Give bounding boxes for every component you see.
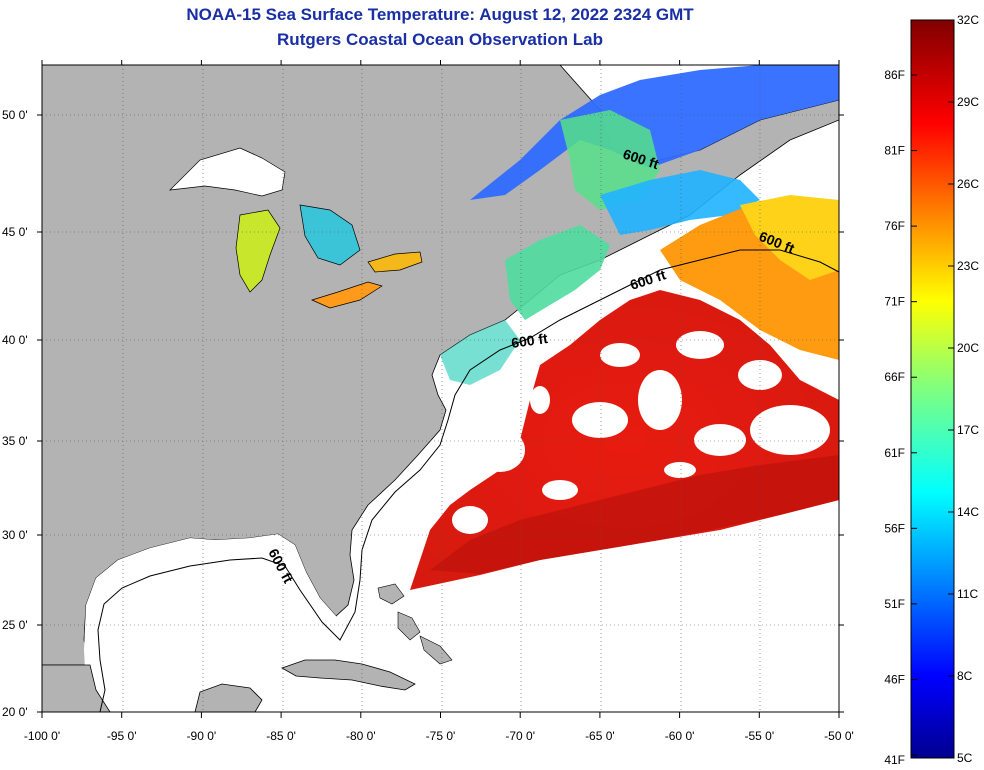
lat-tick-label: 20 0' (2, 705, 28, 719)
sst-gulf-maine (505, 225, 610, 320)
colorbar: 32C 29C 26C 23C 20C 17C 14C 11C 8C 5C 86F 81F 76F 71F… (884, 13, 979, 767)
colorbar-celsius-label: 23C (957, 259, 979, 273)
graticule (42, 65, 839, 712)
sst-gulf-stream-core (430, 455, 839, 574)
colorbar-fahrenheit-label: 76F (884, 219, 905, 233)
colorbar-celsius-label: 11C (957, 587, 978, 601)
lon-tick-label: -90 0' (187, 729, 217, 743)
lat-tick-label: 30 0' (2, 528, 28, 542)
lon-tick-label: -55 0' (744, 729, 774, 743)
map-title: NOAA-15 Sea Surface Temperature: August … (186, 5, 694, 24)
colorbar-celsius-label: 17C (957, 423, 979, 437)
colorbar-celsius-label: 26C (957, 177, 979, 191)
great-lakes (169, 147, 423, 309)
colorbar-celsius-label: 8C (957, 669, 973, 683)
colorbar-fahrenheit-label: 51F (884, 597, 905, 611)
sst-st-lawrence (470, 65, 839, 200)
lon-tick-label: -100 0' (24, 729, 60, 743)
lake-michigan (235, 209, 281, 293)
colorbar-ticks: 32C 29C 26C 23C 20C 17C 14C 11C 8C 5C 86F 81F 76F 71F… (884, 13, 979, 767)
lat-tick-label: 45 0' (2, 225, 28, 239)
lat-tick-label: 35 0' (2, 434, 28, 448)
cloud-mask (452, 331, 830, 534)
lon-tick-label: -60 0' (665, 729, 695, 743)
lon-tick-label: -70 0' (505, 729, 535, 743)
colorbar-fahrenheit-label: 86F (884, 68, 905, 82)
colorbar-fahrenheit-label: 46F (884, 672, 905, 686)
colorbar-fahrenheit-label: 61F (884, 446, 905, 460)
land-cuba (281, 659, 416, 691)
colorbar-celsius-label: 29C (957, 95, 979, 109)
longitude-axis: -100 0' -95 0' -90 0' -85 0' -80 0' -75 0' -70… (24, 60, 854, 743)
lon-tick-label: -75 0' (426, 729, 456, 743)
land-yucatan-peninsula (194, 683, 263, 712)
colorbar-celsius-label: 20C (957, 341, 979, 355)
sst-scotian-shelf (600, 170, 760, 235)
lake-ontario (367, 251, 423, 273)
colorbar-fahrenheit-label: 41F (884, 753, 905, 767)
shelf-gulf (84, 534, 336, 712)
contour-label-mid-atlantic: 600 ft (510, 330, 549, 351)
lat-tick-label: 40 0' (2, 333, 28, 347)
lon-tick-label: -95 0' (107, 729, 137, 743)
colorbar-fahrenheit-label: 66F (884, 370, 905, 384)
colorbar-celsius-label: 14C (957, 505, 979, 519)
lake-superior (169, 147, 286, 197)
isobath-600ft (97, 249, 839, 712)
colorbar-fahrenheit-label: 81F (884, 144, 905, 158)
sst-yellow-northeast (740, 195, 839, 280)
lat-tick-label: 50 0' (2, 108, 28, 122)
colorbar-fahrenheit-label: 56F (884, 521, 905, 535)
colorbar-celsius-label: 5C (957, 751, 973, 765)
colorbar-celsius-label: 32C (957, 13, 979, 27)
map-panel (42, 65, 839, 712)
lon-tick-label: -65 0' (585, 729, 615, 743)
map-subtitle: Rutgers Coastal Ocean Observation Lab (277, 30, 603, 49)
lake-erie (311, 281, 383, 309)
lake-huron (299, 204, 361, 266)
colorbar-fahrenheit-label: 71F (884, 295, 905, 309)
lon-tick-label: -80 0' (346, 729, 376, 743)
sst-mid-atlantic-shelf (440, 320, 520, 385)
lon-tick-label: -85 0' (266, 729, 296, 743)
lat-tick-label: 25 0' (2, 618, 28, 632)
land-bahamas (377, 583, 453, 665)
latitude-axis: 20 0' 25 0' 30 0' 35 0' 40 0' 45 0' 50 0' (2, 108, 844, 719)
lon-tick-label: -50 0' (824, 729, 854, 743)
colorbar-scale (910, 19, 955, 759)
